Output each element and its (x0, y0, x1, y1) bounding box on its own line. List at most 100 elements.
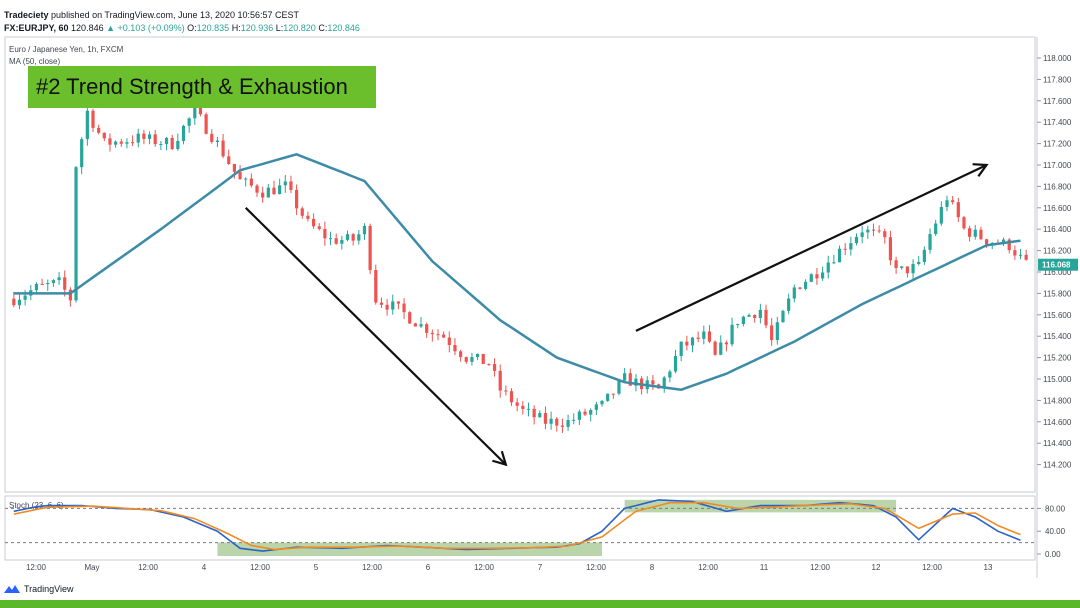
time-tick-label: 12:00 (26, 563, 47, 572)
candle-body (232, 163, 236, 172)
candle (770, 318, 774, 346)
candle (968, 225, 972, 242)
candle-body (85, 110, 89, 140)
stoch-line-d (13, 501, 1021, 551)
candle-body (809, 274, 813, 282)
candle-body (362, 225, 367, 235)
high-label: H: (231, 23, 241, 33)
candle-body (877, 230, 881, 232)
candle (877, 225, 881, 234)
candle-body (23, 295, 27, 300)
candle (934, 219, 938, 236)
main-chart-title: Euro / Japanese Yen, 1h, FXCM (9, 45, 124, 54)
candle (719, 335, 723, 356)
candle (351, 232, 355, 246)
candle-body (379, 302, 384, 305)
candle (1007, 238, 1011, 254)
candle-body (770, 325, 774, 341)
time-tick-label: 12 (872, 563, 881, 572)
candle (34, 282, 39, 293)
candle (413, 322, 417, 327)
candle-body (583, 411, 587, 415)
header-line-2: FX:EURJPY, 60 120.846 ▲ +0.103 (+0.09%) … (4, 23, 360, 33)
candle-body (193, 106, 197, 119)
time-tick-label: 12:00 (586, 563, 607, 572)
candle-body (12, 298, 16, 306)
candle-body (176, 140, 180, 150)
candle (758, 303, 762, 324)
candle-body (323, 228, 327, 239)
ma-indicator-label: MA (50, close) (9, 57, 60, 66)
candle-body (707, 331, 712, 342)
candle (617, 379, 621, 396)
candle (187, 117, 191, 133)
candle-body (261, 192, 265, 198)
tradingview-brand[interactable]: TradingView (4, 581, 74, 597)
candle-body (911, 263, 915, 274)
candle (323, 221, 327, 246)
stoch-tick-label: 0.00 (1045, 550, 1061, 559)
time-tick-label: 12:00 (250, 563, 271, 572)
candle-body (549, 418, 553, 424)
candle-body (159, 143, 163, 145)
candle-body (696, 337, 700, 339)
candle (68, 287, 72, 307)
candle (368, 223, 372, 275)
candle-body (572, 419, 576, 421)
stoch-title: Stoch (23, 6, 6) (9, 501, 64, 510)
candle-body (215, 140, 220, 142)
candle (170, 134, 174, 151)
candle (951, 195, 955, 205)
candle-body (538, 413, 542, 418)
candle-body (481, 353, 485, 364)
candle (668, 369, 672, 383)
time-tick-label: 12:00 (362, 563, 383, 572)
candle-body (1001, 239, 1006, 244)
candle-body (555, 418, 559, 426)
candle-body (46, 283, 50, 285)
candle-body (951, 200, 955, 203)
candle-body (883, 231, 887, 238)
candle (1013, 245, 1017, 260)
candle-body (492, 364, 497, 371)
candle (425, 322, 429, 338)
candle (459, 349, 463, 362)
candle-body (775, 322, 779, 341)
close-value: 120.846 (327, 23, 360, 33)
candle-body (628, 373, 632, 386)
candle (509, 388, 514, 407)
candle-body (74, 167, 78, 301)
candle (464, 356, 468, 364)
price-tick-label: 118.000 (1043, 54, 1072, 63)
candle-body (187, 118, 191, 126)
candle (583, 408, 587, 417)
candle-body (662, 377, 666, 389)
footer-bar (0, 600, 1080, 608)
candle (108, 133, 112, 152)
candle-body (690, 337, 695, 346)
candle (159, 141, 163, 151)
candle-body (860, 232, 864, 237)
candle (261, 186, 265, 203)
candle (945, 195, 949, 212)
candle (538, 410, 542, 418)
candle-body (210, 133, 214, 142)
candle (311, 213, 316, 229)
time-tick-label: 12:00 (474, 563, 495, 572)
candle (57, 272, 61, 285)
candle (792, 284, 796, 303)
candle-body (815, 274, 819, 279)
candle (594, 401, 598, 416)
candle (340, 235, 344, 250)
candle (623, 368, 627, 382)
candle-body (487, 363, 491, 365)
candle-body (543, 413, 548, 424)
candle (917, 255, 921, 266)
up-arrow-icon: ▲ (106, 23, 116, 33)
candle (130, 135, 135, 146)
candle (809, 273, 813, 283)
candle (447, 331, 451, 353)
candle-body (634, 378, 638, 386)
brand-name: TradingView (24, 584, 74, 594)
